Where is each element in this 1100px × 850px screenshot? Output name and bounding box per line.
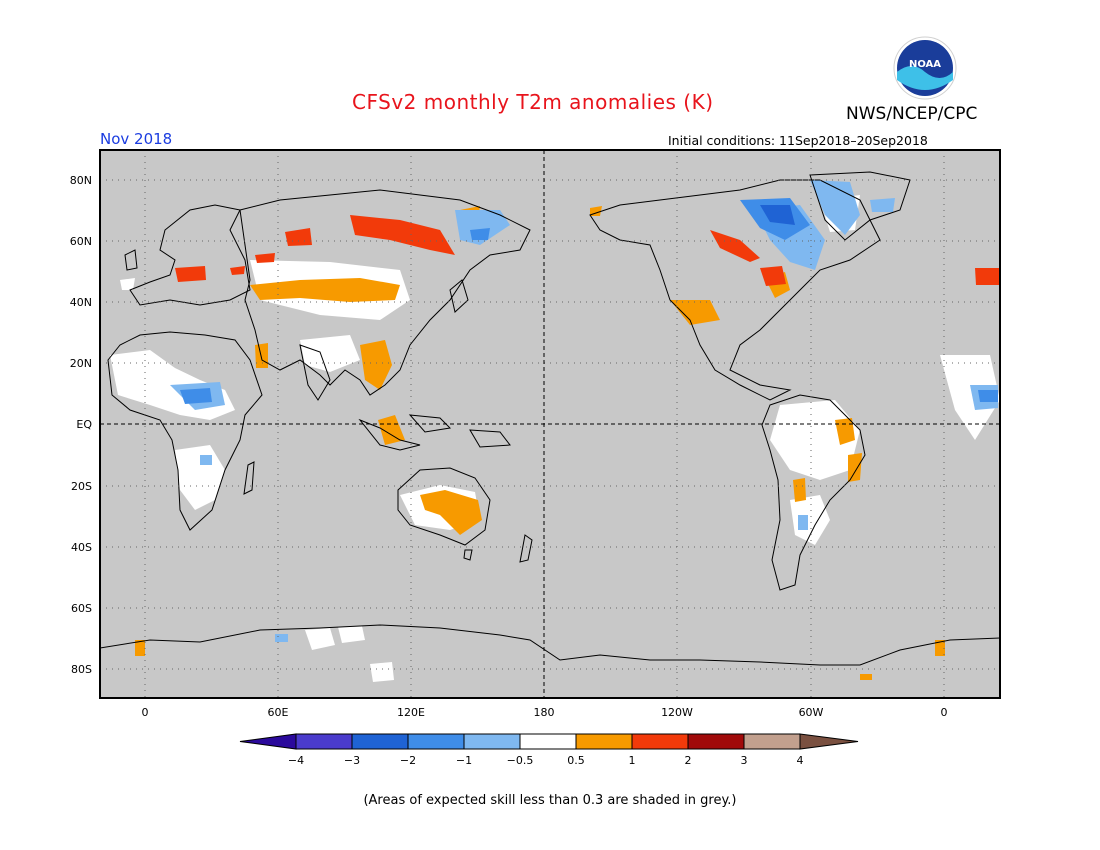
forecast-period: Nov 2018 (100, 130, 173, 148)
lat-label: 20N (70, 357, 92, 370)
lat-label: 60S (71, 602, 92, 615)
initial-conditions: Initial conditions: 11Sep2018–20Sep2018 (668, 133, 928, 148)
skill-footnote: (Areas of expected skill less than 0.3 a… (363, 793, 737, 808)
org-label: NWS/NCEP/CPC (846, 104, 978, 124)
lon-label: 60E (268, 706, 289, 719)
lat-labels: 80N 60N 40N 20N EQ 20S 40S 60S 80S (70, 174, 93, 676)
lon-label: 0 (142, 706, 149, 719)
lon-label: 0 (941, 706, 948, 719)
lat-label: 60N (70, 235, 92, 248)
equator-dateline (100, 150, 1000, 698)
lat-label: 80S (71, 663, 92, 676)
gridlines (100, 150, 1000, 698)
lat-label: 40N (70, 296, 92, 309)
lat-label: 80N (70, 174, 92, 187)
lon-label: 60W (799, 706, 824, 719)
coastlines (100, 171, 1000, 666)
map-frame (99, 149, 1001, 699)
lon-label: 120E (397, 706, 425, 719)
lat-label: 20S (71, 480, 92, 493)
anomaly-shading (110, 180, 1000, 682)
lon-label: 180 (534, 706, 555, 719)
lat-label: EQ (76, 418, 92, 431)
lon-labels: 0 60E 120E 180 120W 60W 0 (142, 706, 948, 719)
map-title: CFSv2 monthly T2m anomalies (K) (352, 90, 714, 114)
lon-label: 120W (661, 706, 693, 719)
lat-label: 40S (71, 541, 92, 554)
